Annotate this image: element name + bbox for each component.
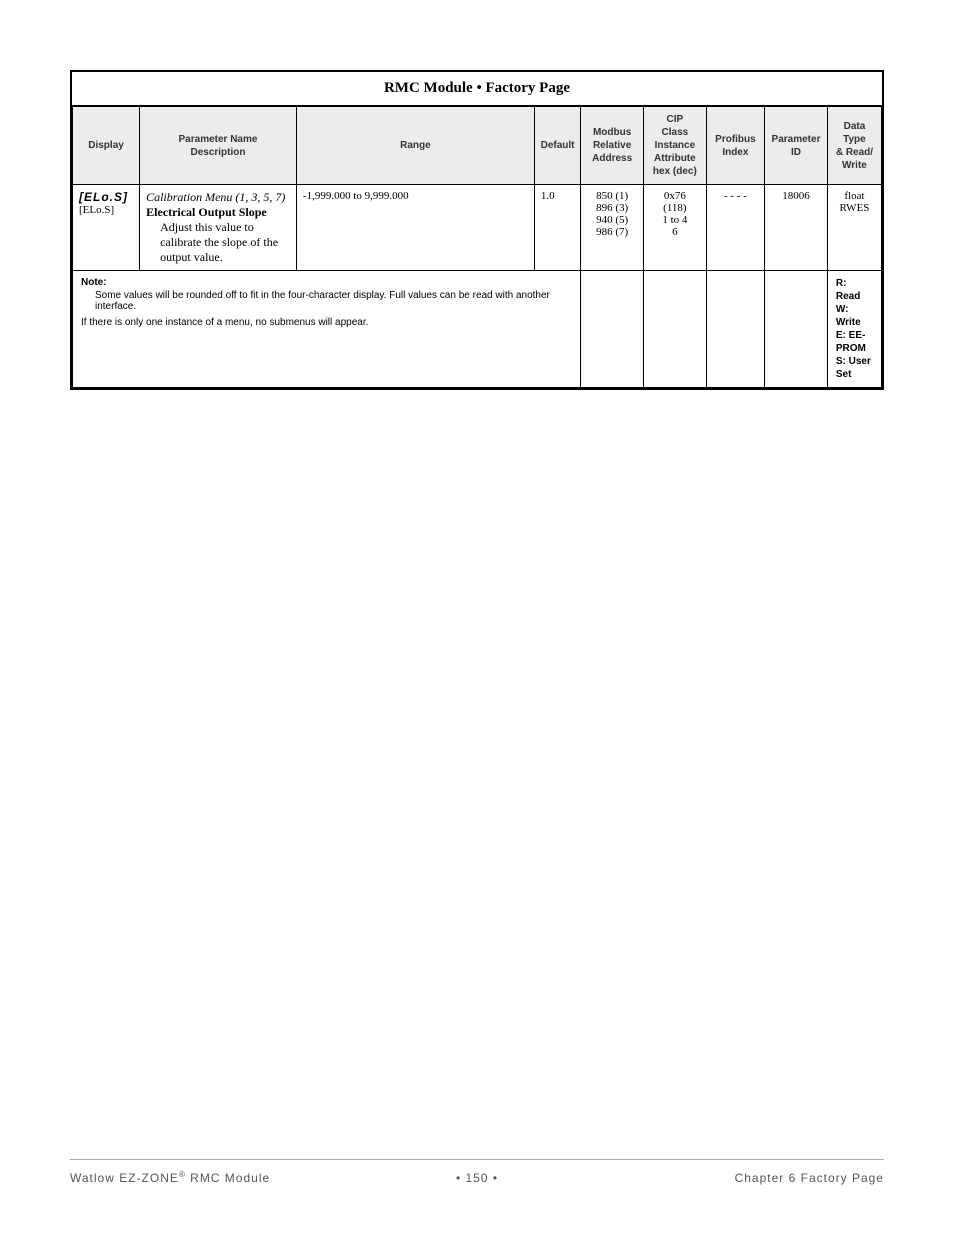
- param-name: Electrical Output Slope: [146, 205, 267, 219]
- col-header-datatype: DataType& Read/Write: [827, 107, 881, 185]
- col-header-profibus: ProfibusIndex: [706, 107, 764, 185]
- cell-note-empty2: [644, 271, 707, 388]
- cell-cip: 0x76(118)1 to 46: [644, 185, 707, 271]
- note-text1: Some values will be rounded off to fit i…: [81, 290, 572, 312]
- cell-range: -1,999.000 to 9,999.000: [296, 185, 534, 271]
- data-table: Display Parameter NameDescription Range …: [72, 106, 882, 388]
- page-footer: Watlow EZ-ZONE® RMC Module • 150 • Chapt…: [70, 1159, 884, 1185]
- param-menu: Calibration Menu (1, 3, 5, 7): [146, 190, 285, 204]
- footer-left: Watlow EZ-ZONE® RMC Module: [70, 1170, 341, 1185]
- col-header-display: Display: [73, 107, 140, 185]
- col-header-paramid: ParameterID: [765, 107, 828, 185]
- cell-note-empty4: [765, 271, 828, 388]
- display-label: [ELo.S]: [79, 204, 114, 216]
- footer-right: Chapter 6 Factory Page: [613, 1171, 884, 1185]
- cell-modbus: 850 (1)896 (3)940 (5)986 (7): [581, 185, 644, 271]
- table-title: RMC Module • Factory Page: [72, 72, 882, 106]
- col-header-modbus: ModbusRelativeAddress: [581, 107, 644, 185]
- cell-default: 1.0: [534, 185, 580, 271]
- parameter-table: RMC Module • Factory Page Display Parame…: [70, 70, 884, 390]
- data-row: [ELo.S] [ELo.S] Calibration Menu (1, 3, …: [73, 185, 882, 271]
- note-text2: If there is only one instance of a menu,…: [81, 317, 368, 328]
- header-row: Display Parameter NameDescription Range …: [73, 107, 882, 185]
- cell-note-empty3: [706, 271, 764, 388]
- col-header-range: Range: [296, 107, 534, 185]
- display-seg: [ELo.S]: [79, 190, 128, 204]
- param-desc: Adjust this value to calibrate the slope…: [146, 220, 290, 265]
- cell-display: [ELo.S] [ELo.S]: [73, 185, 140, 271]
- col-header-cip: CIPClassInstanceAttributehex (dec): [644, 107, 707, 185]
- note-row: Note: Some values will be rounded off to…: [73, 271, 882, 388]
- cell-paramid: 18006: [765, 185, 828, 271]
- cell-profibus: - - - -: [706, 185, 764, 271]
- registered-icon: ®: [179, 1170, 186, 1179]
- cell-note: Note: Some values will be rounded off to…: [73, 271, 581, 388]
- col-header-default: Default: [534, 107, 580, 185]
- cell-datatype: floatRWES: [827, 185, 881, 271]
- note-label: Note:: [81, 277, 107, 288]
- cell-legend: R: ReadW: WriteE: EE-PROMS: UserSet: [827, 271, 881, 388]
- cell-param: Calibration Menu (1, 3, 5, 7) Electrical…: [140, 185, 297, 271]
- footer-center: • 150 •: [341, 1171, 612, 1185]
- cell-note-empty1: [581, 271, 644, 388]
- col-header-param: Parameter NameDescription: [140, 107, 297, 185]
